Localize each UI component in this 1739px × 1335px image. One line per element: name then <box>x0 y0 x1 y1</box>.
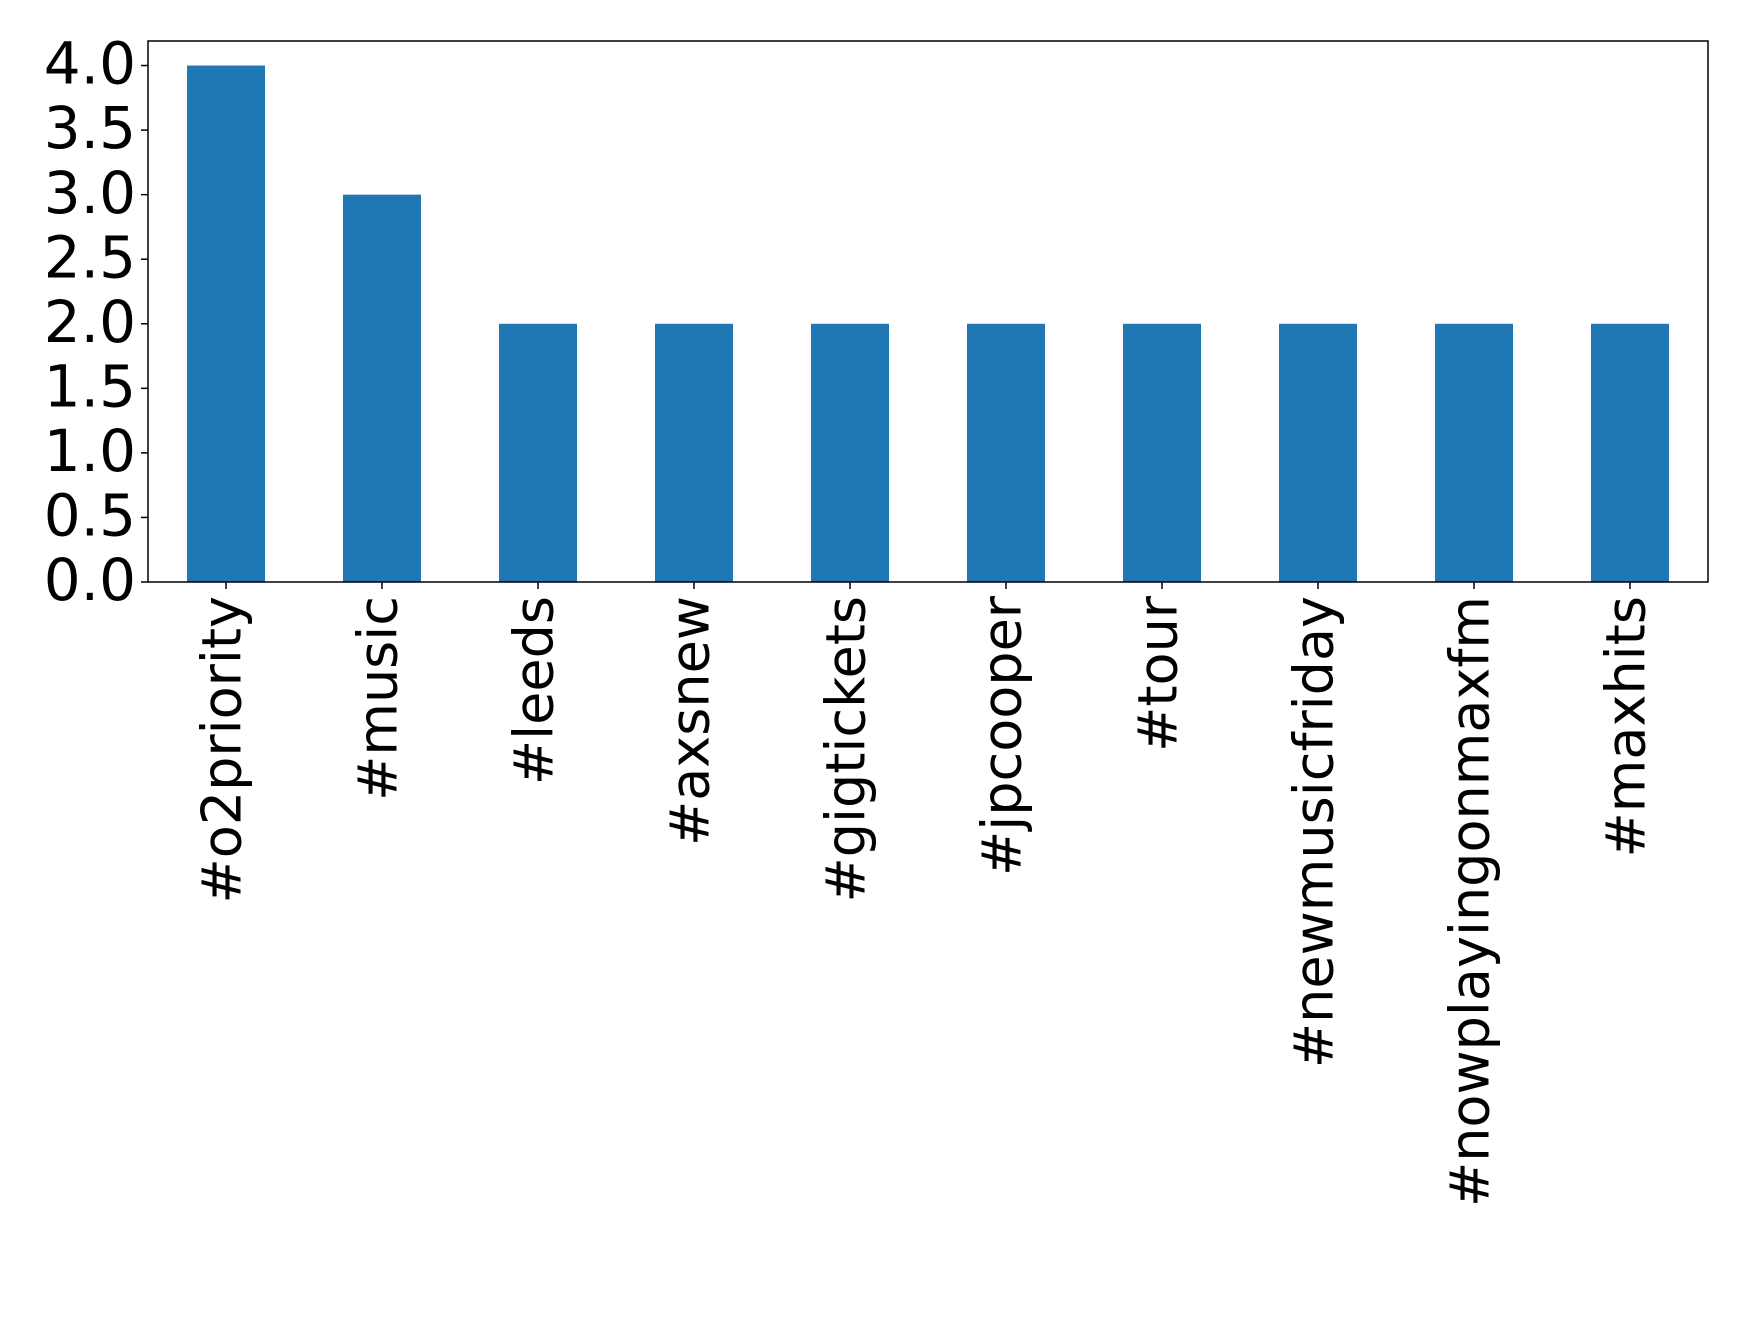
x-tick-label: #axsnew <box>659 596 722 846</box>
y-tick-label: 3.0 <box>44 159 136 227</box>
bar <box>1591 323 1669 582</box>
bar <box>1435 323 1513 582</box>
x-tick-label: #tour <box>1127 595 1190 752</box>
x-tick-label: #music <box>347 596 410 801</box>
y-tick-label: 2.0 <box>44 288 136 356</box>
plot-frame <box>147 40 1709 583</box>
x-tick-label: #leeds <box>503 596 566 785</box>
x-tick-label: #jpcooper <box>971 595 1034 876</box>
y-tick-label: 2.5 <box>44 223 136 291</box>
bar <box>1123 323 1201 582</box>
bar <box>967 323 1045 582</box>
y-tick-label: 3.5 <box>44 94 136 162</box>
y-tick-label: 4.0 <box>44 30 136 98</box>
x-tick-label: #nowplayingonmaxfm <box>1439 596 1502 1207</box>
bar <box>811 323 889 582</box>
bar <box>499 323 577 582</box>
y-tick-label: 1.5 <box>44 352 136 420</box>
x-tick-label: #gigtickets <box>815 596 878 903</box>
bar <box>655 323 733 582</box>
y-tick-label: 1.0 <box>44 417 136 485</box>
y-tick-label: 0.5 <box>44 482 136 550</box>
x-tick-label: #newmusicfriday <box>1283 596 1346 1068</box>
bar <box>343 194 421 582</box>
x-tick-label: #o2priority <box>191 596 254 904</box>
y-tick-label: 0.0 <box>44 546 136 614</box>
bar <box>1279 323 1357 582</box>
bar <box>187 65 265 582</box>
x-tick-label: #maxhits <box>1595 596 1658 857</box>
